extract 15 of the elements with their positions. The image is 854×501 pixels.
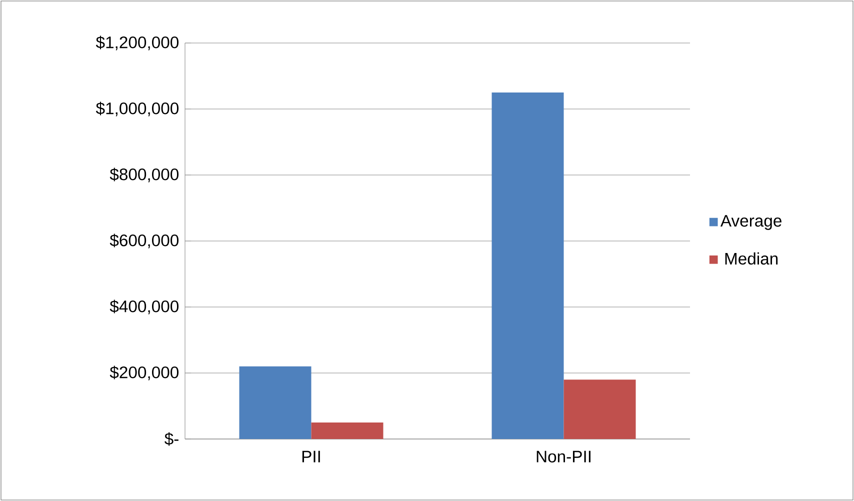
y-tick-label: $800,000: [110, 168, 179, 182]
bar: [492, 92, 564, 439]
y-tick-label: $1,200,000: [96, 36, 179, 50]
y-tick-label: $400,000: [110, 300, 179, 314]
legend-label: Average: [720, 215, 782, 230]
bar: [239, 366, 312, 439]
y-tick-label: $1,000,000: [96, 102, 179, 116]
x-tick-label: Non-PII: [536, 450, 590, 462]
x-tick-label: PII: [302, 450, 320, 462]
legend-label: Median: [725, 252, 778, 265]
y-tick-label: $-: [164, 432, 178, 446]
y-tick-label: $600,000: [110, 234, 179, 248]
bar: [564, 380, 636, 439]
bar: [311, 422, 384, 439]
y-tick-label: $200,000: [110, 366, 179, 380]
